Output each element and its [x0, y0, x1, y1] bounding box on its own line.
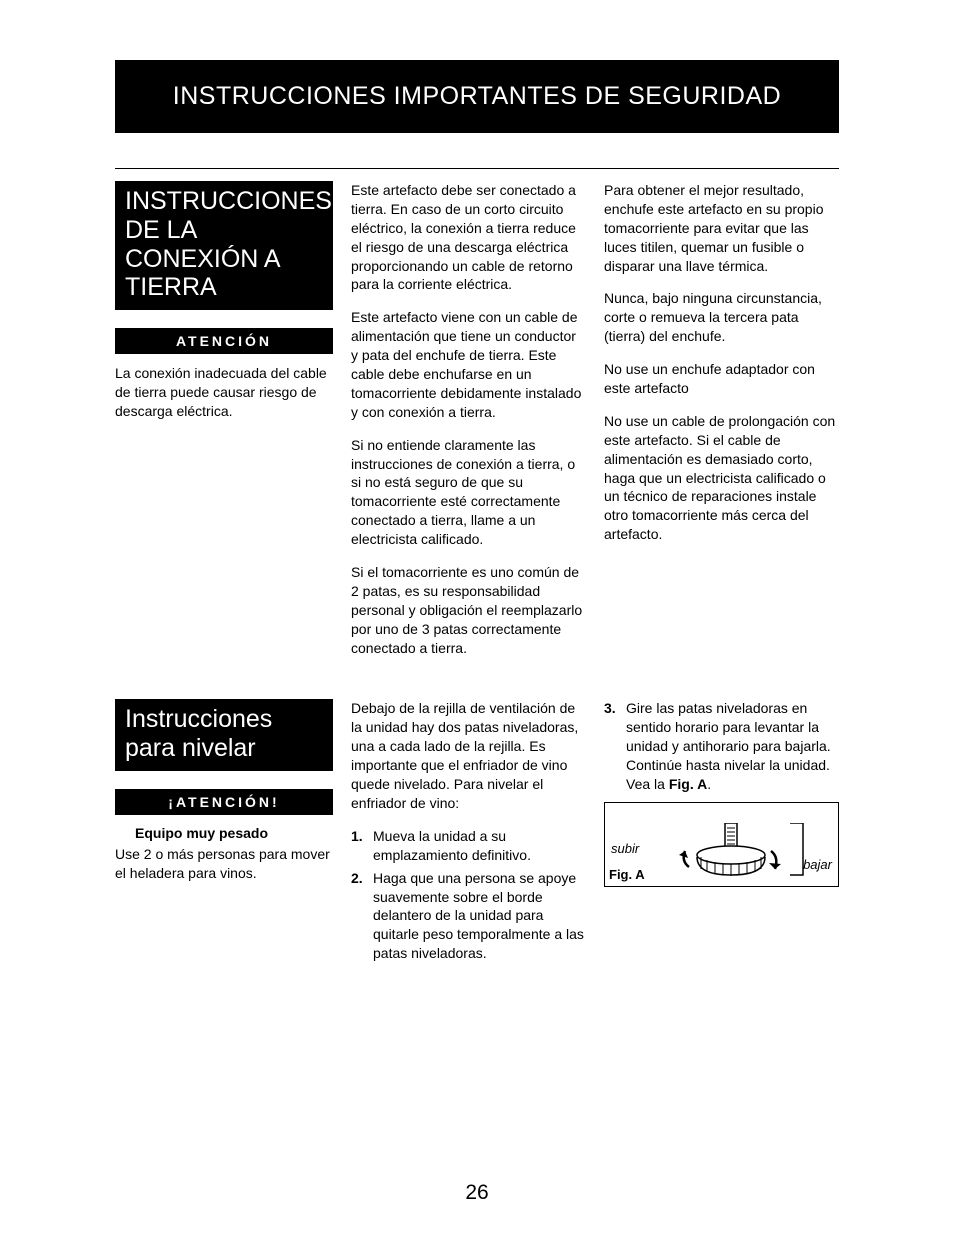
fig-label-bajar: bajar: [803, 857, 832, 872]
section-leveling: Instrucciones para nivelar ¡ATENCIÓN! Eq…: [115, 699, 839, 967]
s1c3-p2: Nunca, bajo ninguna circunstancia, corte…: [604, 289, 839, 346]
attention-label: ATENCIÓN: [115, 328, 333, 354]
leveling-steps-cont: Gire las patas niveladoras en sentido ho…: [604, 699, 839, 793]
section1-col3: Para obtener el mejor resultado, enchufe…: [604, 181, 839, 671]
s1c3-p3: No use un enchufe adaptador con este art…: [604, 360, 839, 398]
attention2-text: Use 2 o más personas para mover el helad…: [115, 845, 333, 883]
section1-left: INSTRUCCIONES DE LA CONEXIÓN A TIERRA AT…: [115, 181, 333, 671]
section2-col2: Debajo de la rejilla de ventilación de l…: [351, 699, 586, 967]
step3-figref: Fig. A: [669, 776, 707, 792]
s1c2-p3: Si no entiende claramente las instruccio…: [351, 436, 586, 549]
section2-heading: Instrucciones para nivelar: [115, 699, 333, 771]
s2-intro: Debajo de la rejilla de ventilación de l…: [351, 699, 586, 812]
leveling-steps: Mueva la unidad a su emplazamiento defin…: [351, 827, 586, 963]
fig-label-subir: subir: [611, 841, 639, 856]
section-grounding: INSTRUCCIONES DE LA CONEXIÓN A TIERRA AT…: [115, 181, 839, 671]
s1c2-p4: Si el tomacorriente es uno común de 2 pa…: [351, 563, 586, 657]
leveler-icon: [675, 823, 805, 883]
s1c3-p4: No use un cable de prolongación con este…: [604, 412, 839, 544]
step-1: Mueva la unidad a su emplazamiento defin…: [351, 827, 586, 865]
section2-left: Instrucciones para nivelar ¡ATENCIÓN! Eq…: [115, 699, 333, 967]
s1c2-p1: Este artefacto debe ser conectado a tier…: [351, 181, 586, 294]
section1-col2: Este artefacto debe ser conectado a tier…: [351, 181, 586, 671]
step-2: Haga que una persona se apoye suavemente…: [351, 869, 586, 963]
figure-a: subir bajar Fig. A: [604, 802, 839, 887]
s1c2-p2: Este artefacto viene con un cable de ali…: [351, 308, 586, 421]
attention-text: La conexión inadecuada del cable de tier…: [115, 364, 333, 421]
divider-top: [115, 168, 839, 169]
step3-pre: Gire las patas niveladoras en sentido ho…: [626, 700, 831, 792]
step-3: Gire las patas niveladoras en sentido ho…: [604, 699, 839, 793]
fig-caption: Fig. A: [609, 867, 645, 882]
page-number: 26: [0, 1181, 954, 1205]
section1-heading: INSTRUCCIONES DE LA CONEXIÓN A TIERRA: [115, 181, 333, 310]
page-banner: INSTRUCCIONES IMPORTANTES DE SEGURIDAD: [115, 60, 839, 133]
step3-post: .: [707, 776, 711, 792]
attention2-label: ¡ATENCIÓN!: [115, 789, 333, 815]
section2-col3: Gire las patas niveladoras en sentido ho…: [604, 699, 839, 967]
s1c3-p1: Para obtener el mejor resultado, enchufe…: [604, 181, 839, 275]
attention2-sub: Equipo muy pesado: [135, 825, 333, 841]
